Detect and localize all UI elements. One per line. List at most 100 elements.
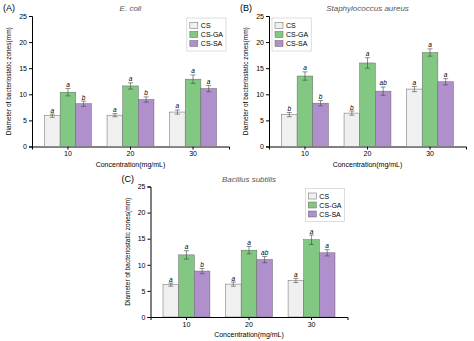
tick-label: 15 bbox=[256, 65, 264, 72]
y-axis: 0510152025 bbox=[19, 13, 32, 150]
panel: 0510152025102030aaaaaabbaCSCS-GACS-SACon… bbox=[3, 3, 230, 169]
tick: 15 bbox=[19, 65, 32, 72]
legend-label: CS bbox=[319, 193, 329, 200]
tick-label: 20 bbox=[19, 39, 27, 46]
tick-mark bbox=[249, 317, 250, 320]
legend-label: CS-SA bbox=[201, 40, 223, 47]
significance-letter: a bbox=[207, 78, 211, 85]
significance-letter: a bbox=[169, 276, 173, 283]
error-bar bbox=[168, 283, 173, 286]
bar bbox=[297, 76, 313, 146]
legend-label: CS-GA bbox=[319, 202, 342, 209]
tick-label: 25 bbox=[138, 183, 146, 190]
tick-mark bbox=[148, 187, 151, 188]
error-bar bbox=[112, 114, 117, 117]
tick: 20 bbox=[364, 147, 372, 158]
tick: 25 bbox=[256, 13, 269, 20]
bar bbox=[288, 280, 304, 317]
tick: 10 bbox=[301, 147, 309, 158]
significance-letter: a bbox=[185, 243, 189, 250]
tick: 30 bbox=[308, 317, 316, 328]
tick: 25 bbox=[19, 13, 32, 20]
bar bbox=[344, 113, 360, 146]
tick: 30 bbox=[189, 147, 197, 158]
tick-label: 0 bbox=[142, 314, 146, 321]
species-annotation: E. coli bbox=[120, 4, 142, 13]
error-bar bbox=[81, 101, 86, 106]
legend: CSCS-GACS-SA bbox=[272, 18, 311, 51]
error-bar bbox=[325, 250, 330, 256]
axis-line bbox=[151, 318, 348, 321]
tick-mark bbox=[148, 265, 151, 266]
tick-label: 30 bbox=[189, 150, 197, 157]
bar bbox=[60, 92, 76, 146]
legend-label: CS-GA bbox=[201, 31, 224, 38]
error-bar bbox=[293, 278, 298, 282]
tick-label: 10 bbox=[301, 150, 309, 157]
bar bbox=[179, 255, 195, 317]
tick-mark bbox=[266, 94, 269, 95]
tick: 20 bbox=[245, 317, 253, 328]
error-bar bbox=[443, 79, 448, 85]
bar bbox=[226, 284, 242, 317]
bar bbox=[241, 250, 257, 317]
error-bar bbox=[144, 97, 149, 102]
panel-label: (A) bbox=[3, 3, 15, 13]
error-bar bbox=[191, 75, 196, 83]
bar bbox=[282, 115, 298, 147]
legend: CSCS-GACS-SA bbox=[187, 18, 226, 51]
axis-line bbox=[33, 147, 230, 150]
significance-letter: a bbox=[413, 79, 417, 86]
bars bbox=[163, 235, 335, 317]
tick-mark bbox=[430, 147, 431, 150]
panel-label: (C) bbox=[122, 174, 135, 184]
error-bar bbox=[349, 111, 354, 115]
significance-letter: a bbox=[113, 106, 117, 113]
tick: 20 bbox=[138, 209, 151, 216]
bar bbox=[319, 253, 335, 317]
tick-mark bbox=[304, 147, 305, 150]
tick: 10 bbox=[138, 262, 151, 269]
legend-label: CS-GA bbox=[286, 31, 309, 38]
panel-label: (B) bbox=[240, 3, 252, 13]
legend-label: CS-SA bbox=[319, 211, 341, 218]
tick-label: 30 bbox=[426, 150, 434, 157]
tick-mark bbox=[29, 42, 32, 43]
tick-mark bbox=[67, 147, 68, 150]
y-axis-title: Diameter of bacteriostatic zones(mm) bbox=[124, 198, 132, 306]
error-bar bbox=[302, 72, 307, 80]
tick-mark bbox=[29, 68, 32, 69]
significance-letter: a bbox=[247, 239, 251, 246]
bar bbox=[438, 82, 454, 147]
y-axis-title: Diameter of bacteriostatic zones(mm) bbox=[5, 27, 13, 135]
tick-mark bbox=[130, 147, 131, 150]
significance-letter: a bbox=[325, 242, 329, 249]
significance-letter: b bbox=[200, 261, 204, 268]
y-axis: 0510152025 bbox=[256, 13, 269, 150]
error-bar bbox=[428, 49, 433, 56]
significance-letter: a bbox=[294, 271, 298, 278]
tick-label: 20 bbox=[256, 39, 264, 46]
legend-swatch bbox=[275, 23, 283, 29]
axis-line bbox=[270, 147, 467, 150]
error-bar bbox=[128, 83, 133, 89]
error-bar bbox=[184, 251, 189, 259]
bar bbox=[304, 240, 320, 317]
tick-label: 25 bbox=[256, 13, 264, 20]
tick: 25 bbox=[138, 183, 151, 190]
error-bar bbox=[309, 235, 314, 244]
tick: 20 bbox=[19, 39, 32, 46]
legend-label: CS-SA bbox=[286, 40, 308, 47]
tick-mark bbox=[148, 239, 151, 240]
bar bbox=[76, 104, 92, 147]
significance-letter: ab bbox=[380, 79, 388, 86]
tick: 10 bbox=[256, 91, 269, 98]
error-bar bbox=[381, 87, 386, 95]
significance-letter: a bbox=[176, 102, 180, 109]
bar bbox=[138, 100, 154, 147]
tick: 5 bbox=[260, 117, 269, 124]
error-bar bbox=[175, 110, 180, 114]
significance-letter: a bbox=[366, 50, 370, 57]
error-bar bbox=[50, 114, 55, 117]
tick-label: 20 bbox=[245, 321, 253, 328]
